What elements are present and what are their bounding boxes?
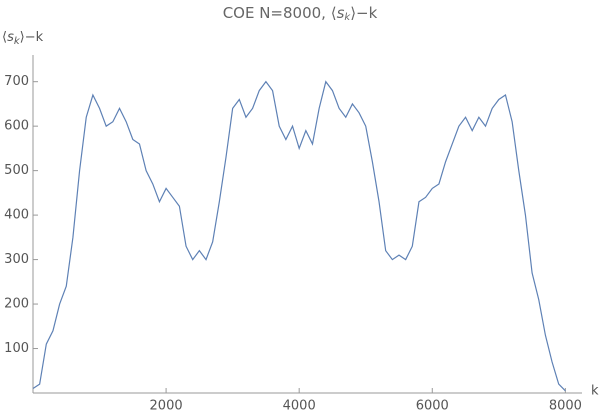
x-tick-label: 4000 (283, 399, 316, 414)
x-tick-label: 6000 (416, 399, 449, 414)
y-tick-label: 200 (4, 297, 29, 312)
y-tick-label: 100 (4, 341, 29, 356)
y-label-part: ⟩−k (20, 30, 44, 45)
title-part: k (344, 12, 351, 23)
chart-title: COE N=8000, ⟨sk⟩−k (223, 4, 378, 24)
y-tick-label: 500 (4, 163, 29, 178)
y-label-part: k (14, 36, 21, 47)
data-line (32, 80, 566, 392)
y-axis-label: ⟨sk⟩−k (2, 30, 44, 48)
y-tick-label: 300 (4, 252, 29, 267)
y-tick-label: 600 (4, 119, 29, 134)
title-part: s (337, 4, 345, 22)
x-tick-label: 2000 (150, 399, 183, 414)
x-axis-label: k (591, 384, 599, 399)
x-tick-label: 8000 (549, 399, 582, 414)
y-label-part: s (7, 30, 14, 45)
y-tick-label: 700 (4, 74, 29, 89)
title-part: ⟩−k (350, 4, 377, 22)
y-tick-label: 400 (4, 208, 29, 223)
y-label-part: ⟨ (2, 30, 7, 45)
title-part: COE N=8000, ⟨ (223, 4, 337, 22)
